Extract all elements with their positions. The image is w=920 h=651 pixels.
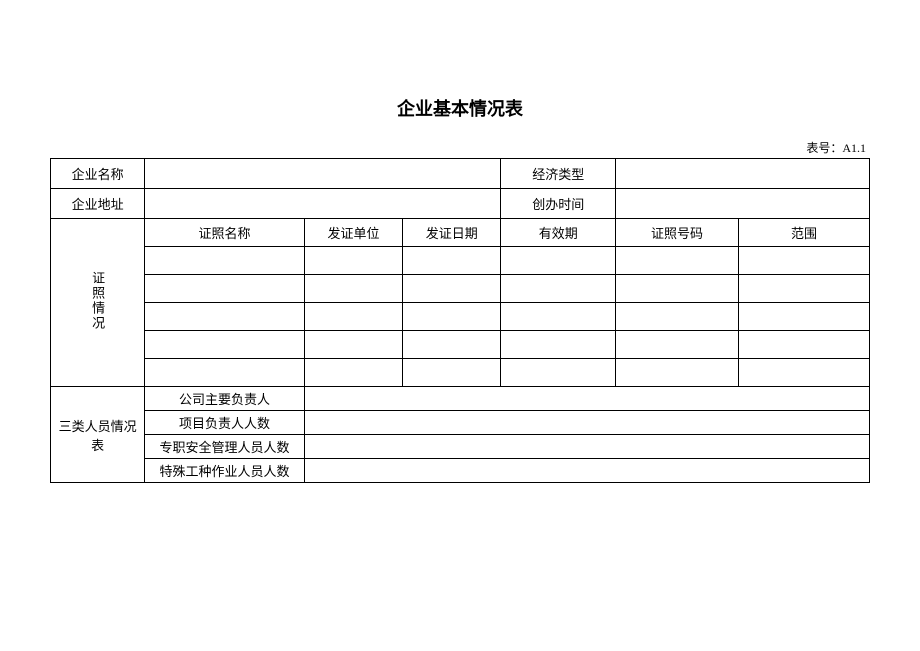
label-safety-mgmt: 专职安全管理人员人数: [145, 435, 305, 459]
col-valid-period: 有效期: [501, 219, 616, 247]
table-row: [51, 331, 870, 359]
cell: [616, 275, 739, 303]
cell: [738, 331, 869, 359]
cell-safety-mgmt: [304, 435, 869, 459]
cell: [616, 359, 739, 387]
cell-economy-type: [616, 159, 870, 189]
col-license-name: 证照名称: [145, 219, 305, 247]
cell: [403, 359, 501, 387]
cell: [304, 247, 402, 275]
table-row: 项目负责人人数: [51, 411, 870, 435]
cell: [501, 359, 616, 387]
cell: [616, 303, 739, 331]
col-issuing-unit: 发证单位: [304, 219, 402, 247]
table-row: [51, 359, 870, 387]
cell: [145, 275, 305, 303]
col-license-no: 证照号码: [616, 219, 739, 247]
cell: [738, 359, 869, 387]
cell: [145, 247, 305, 275]
cell: [501, 303, 616, 331]
label-license-section: 证照情况: [51, 219, 145, 387]
cell: [304, 303, 402, 331]
label-company-address: 企业地址: [51, 189, 145, 219]
cell: [403, 331, 501, 359]
table-row: 企业名称 经济类型: [51, 159, 870, 189]
col-issue-date: 发证日期: [403, 219, 501, 247]
table-row: 企业地址 创办时间: [51, 189, 870, 219]
label-personnel-section: 三类人员情况表: [51, 387, 145, 483]
cell: [616, 331, 739, 359]
cell-project-responsible: [304, 411, 869, 435]
table-row: 专职安全管理人员人数: [51, 435, 870, 459]
label-economy-type: 经济类型: [501, 159, 616, 189]
cell: [403, 275, 501, 303]
table-number: 表号：A1.1: [50, 139, 870, 156]
cell: [738, 247, 869, 275]
cell-special-work: [304, 459, 869, 483]
cell: [738, 303, 869, 331]
cell-main-responsible: [304, 387, 869, 411]
table-row: 特殊工种作业人员人数: [51, 459, 870, 483]
cell: [145, 303, 305, 331]
cell-founded-time: [616, 189, 870, 219]
cell: [616, 247, 739, 275]
cell: [501, 331, 616, 359]
cell: [304, 359, 402, 387]
cell: [403, 303, 501, 331]
col-scope: 范围: [738, 219, 869, 247]
table-row: [51, 303, 870, 331]
cell: [145, 359, 305, 387]
cell-company-address: [145, 189, 501, 219]
cell: [304, 331, 402, 359]
label-main-responsible: 公司主要负责人: [145, 387, 305, 411]
label-special-work: 特殊工种作业人员人数: [145, 459, 305, 483]
cell: [403, 247, 501, 275]
license-section-text: 证照情况: [91, 271, 104, 331]
cell: [304, 275, 402, 303]
cell-company-name: [145, 159, 501, 189]
cell: [738, 275, 869, 303]
enterprise-info-table: 企业名称 经济类型 企业地址 创办时间 证照情况 证照名称 发证单位 发证日期 …: [50, 158, 870, 483]
page-title: 企业基本情况表: [50, 95, 870, 121]
label-project-responsible: 项目负责人人数: [145, 411, 305, 435]
table-row: [51, 247, 870, 275]
label-company-name: 企业名称: [51, 159, 145, 189]
label-founded-time: 创办时间: [501, 189, 616, 219]
table-row: [51, 275, 870, 303]
table-row: 三类人员情况表 公司主要负责人: [51, 387, 870, 411]
cell: [501, 247, 616, 275]
cell: [501, 275, 616, 303]
table-row: 证照情况 证照名称 发证单位 发证日期 有效期 证照号码 范围: [51, 219, 870, 247]
cell: [145, 331, 305, 359]
